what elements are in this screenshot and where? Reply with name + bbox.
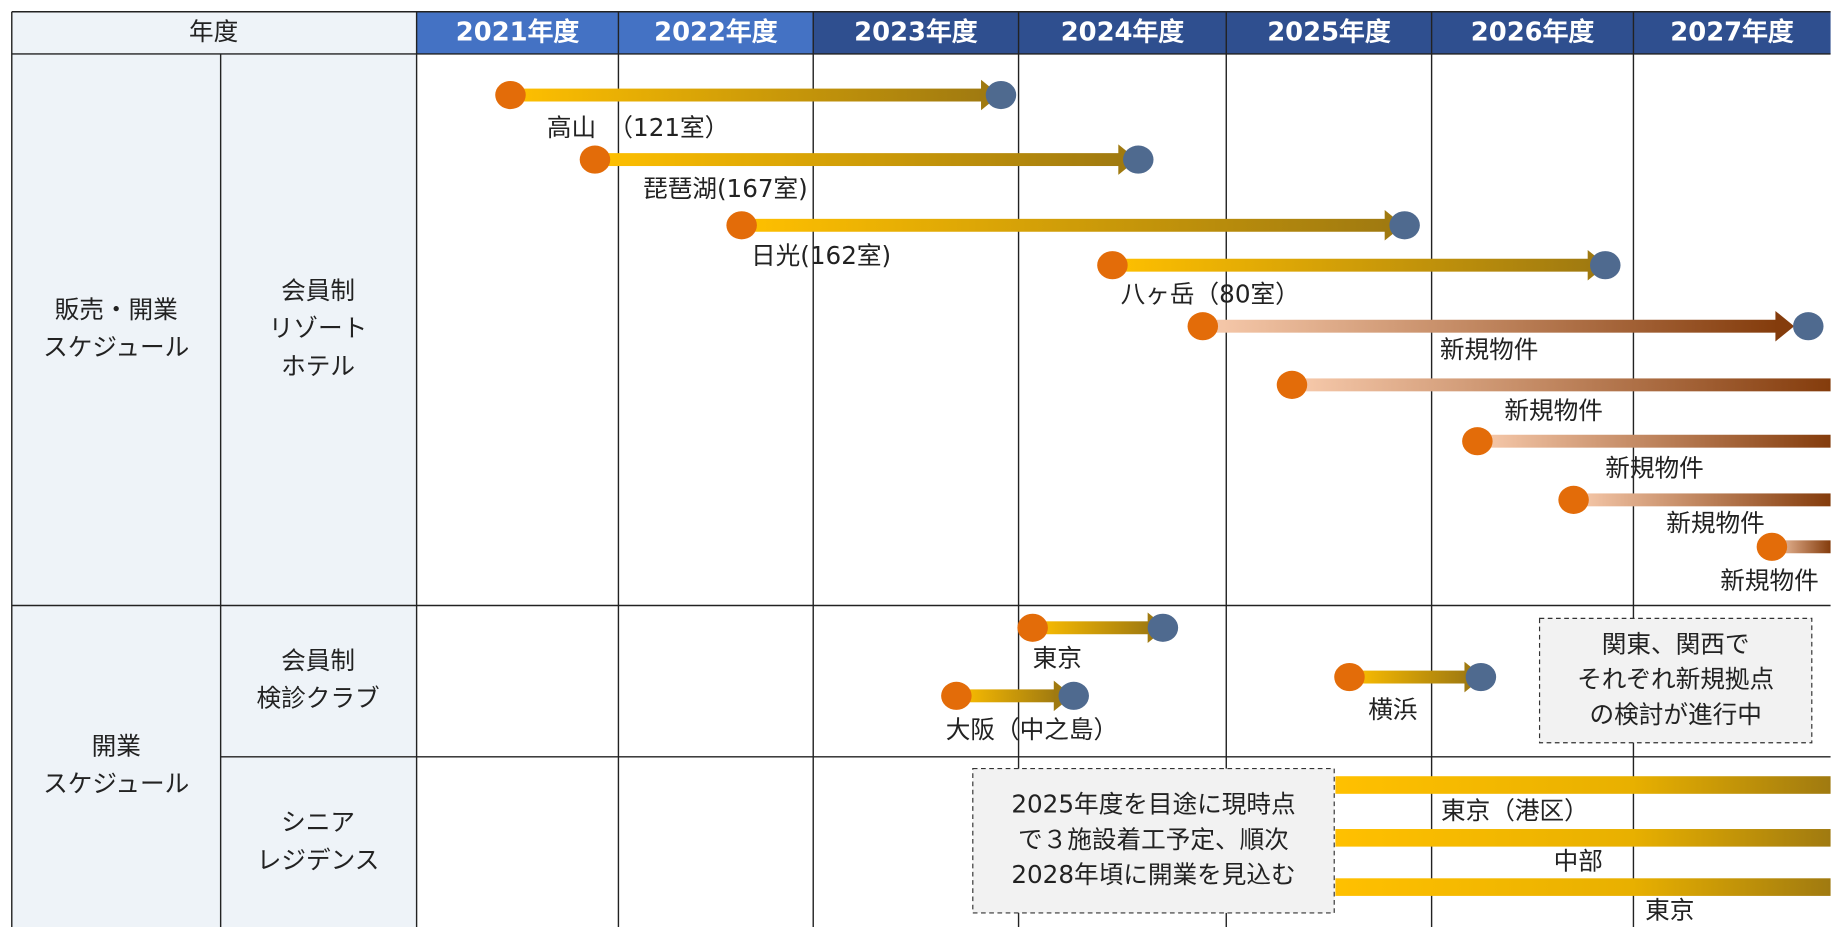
section-title: 検診クラブ [256, 683, 379, 712]
start-dot [1187, 312, 1219, 341]
start-dot [1276, 370, 1308, 399]
start-dot [1334, 662, 1365, 692]
item-label: 新規物件 [1720, 566, 1819, 595]
note-text: 2028年頃に開業を見込む [1011, 860, 1295, 889]
year-cell [1018, 11, 1227, 54]
year-label: 2022年度 [654, 16, 778, 47]
bar [741, 218, 1388, 232]
group-title: 開業 [92, 731, 141, 760]
item-label: 東京 [1645, 896, 1694, 925]
label-bg [11, 53, 417, 927]
end-dot [1058, 681, 1089, 710]
start-dot [579, 145, 611, 174]
end-dot [1590, 251, 1621, 280]
arrow-head [1775, 310, 1795, 342]
note-text: の検討が進行中 [1589, 700, 1761, 729]
note-text: それぞれ新規拠点 [1577, 665, 1774, 694]
item-label: 横浜 [1368, 695, 1417, 724]
bar [1291, 378, 1831, 392]
item-label: 八ヶ岳（80室） [1121, 280, 1300, 309]
year-cell [618, 11, 814, 54]
end-dot [1389, 211, 1420, 240]
item-label: 新規物件 [1504, 396, 1603, 425]
start-dot [941, 681, 972, 710]
bar [1477, 434, 1831, 448]
section-title: リゾート [269, 314, 368, 343]
section-title: 会員制 [281, 646, 355, 675]
start-dot [1462, 427, 1493, 456]
bar [1335, 829, 1831, 847]
group-title: スケジュール [43, 769, 189, 798]
year-cell [813, 11, 1019, 54]
bar [1335, 776, 1831, 794]
end-dot [1793, 312, 1824, 341]
year-label: 2026年度 [1471, 16, 1595, 47]
section-title: シニア [281, 808, 355, 837]
year-cell [1431, 11, 1634, 54]
item-label: 新規物件 [1440, 335, 1539, 364]
header-label-bg [11, 11, 417, 54]
start-dot [726, 211, 757, 240]
item-label: 中部 [1554, 846, 1603, 875]
year-cell [1226, 11, 1432, 54]
bar [1349, 670, 1467, 684]
item-label: 新規物件 [1666, 509, 1765, 538]
bar [1573, 493, 1831, 507]
section-title: レジデンス [257, 845, 380, 874]
year-cell [1633, 11, 1831, 54]
note-box [972, 768, 1335, 914]
item-label: 新規物件 [1605, 453, 1704, 482]
group-title: 販売・開業 [55, 295, 178, 324]
year-label: 2021年度 [456, 16, 580, 47]
end-dot [985, 80, 1017, 110]
section-title: 会員制 [281, 276, 355, 305]
year-label: 2024年度 [1061, 16, 1185, 47]
year-label: 2023年度 [854, 16, 978, 47]
bar [1032, 621, 1150, 635]
bar [510, 88, 984, 102]
start-dot [1017, 613, 1048, 642]
section-title: ホテル [281, 351, 355, 380]
end-dot [1147, 613, 1179, 642]
header-label: 年度 [189, 17, 238, 46]
start-dot [1756, 532, 1788, 561]
item-label: 大阪（中之島） [946, 715, 1118, 744]
end-dot [1123, 145, 1154, 174]
item-label: 東京 [1033, 643, 1082, 672]
item-label: 琵琶湖(167室) [643, 174, 808, 203]
note-box [1538, 617, 1813, 744]
bar [1112, 258, 1591, 272]
end-dot [1465, 662, 1497, 692]
note-text: 関東、関西で [1602, 629, 1750, 658]
bar [594, 153, 1121, 167]
item-label: 東京（港区） [1441, 796, 1589, 825]
group-title: スケジュール [43, 333, 189, 362]
start-dot [1097, 251, 1128, 280]
item-label: 高山 （121室） [547, 113, 729, 142]
year-label: 2027年度 [1670, 16, 1794, 47]
year-cell [416, 11, 619, 54]
bar [1202, 319, 1778, 333]
start-dot [1558, 485, 1589, 514]
year-label: 2025年度 [1267, 16, 1391, 47]
item-label: 日光(162室) [751, 241, 891, 270]
bar [956, 689, 1057, 703]
note-text: 2025年度を目途に現時点 [1011, 790, 1295, 819]
note-text: で３施設着工予定、順次 [1018, 825, 1289, 854]
bar [1335, 878, 1831, 896]
start-dot [495, 80, 526, 110]
